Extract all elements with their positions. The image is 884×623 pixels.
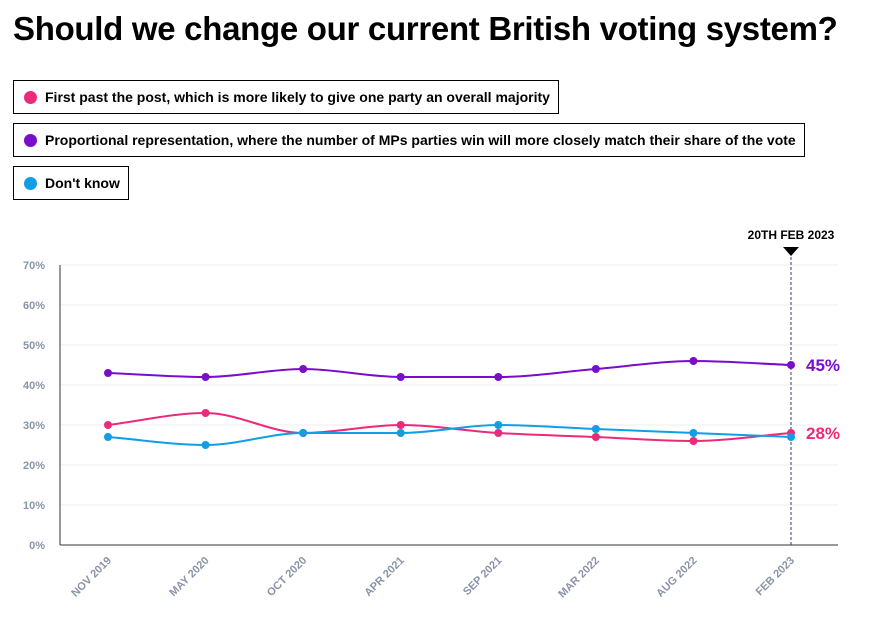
legend-label-proportional-representation: Proportional representation, where the n… — [45, 132, 796, 148]
data-point — [104, 421, 112, 429]
legend-item-first-past-the-post[interactable]: First past the post, which is more likel… — [13, 80, 559, 114]
data-point — [689, 429, 698, 437]
series-end-label: 45% — [806, 356, 840, 375]
x-tick-label: SEP 2021 — [461, 555, 504, 598]
data-point — [396, 429, 405, 437]
data-point — [201, 409, 210, 417]
data-point — [591, 425, 600, 433]
data-point — [787, 361, 795, 369]
legend-item-proportional-representation[interactable]: Proportional representation, where the n… — [13, 123, 805, 157]
x-tick-label: MAY 2020 — [167, 555, 211, 599]
x-tick-label: NOV 2019 — [69, 555, 114, 600]
data-point — [494, 429, 503, 437]
data-point — [494, 373, 503, 381]
series-line — [107, 359, 792, 379]
legend-dot-dont-know — [24, 176, 37, 190]
series-end-label: 28% — [806, 424, 840, 443]
y-tick-label: 70% — [23, 260, 45, 272]
data-point — [299, 429, 308, 437]
y-tick-label: 60% — [23, 300, 45, 312]
x-tick-label: FEB 2023 — [754, 555, 798, 599]
data-point — [201, 373, 210, 381]
series-line — [107, 423, 792, 447]
data-point — [787, 433, 795, 441]
data-point — [104, 433, 112, 441]
data-point — [689, 437, 698, 445]
chart-title: Should we change our current British vot… — [13, 10, 838, 47]
data-point — [591, 365, 600, 373]
data-point — [494, 421, 503, 429]
legend-item-dont-know[interactable]: Don't know — [13, 166, 129, 200]
data-point — [591, 433, 600, 441]
x-tick-label: APR 2021 — [362, 555, 406, 599]
legend-dot-first-past-the-post — [24, 90, 37, 104]
data-point — [396, 421, 405, 429]
data-point — [104, 369, 112, 377]
date-marker-label: 20TH FEB 2023 — [748, 228, 835, 242]
y-tick-label: 0% — [29, 540, 45, 552]
data-point — [396, 373, 405, 381]
y-tick-label: 30% — [23, 420, 45, 432]
y-tick-label: 50% — [23, 340, 45, 352]
y-tick-label: 40% — [23, 380, 45, 392]
x-tick-label: OCT 2020 — [265, 555, 309, 599]
legend-label-dont-know: Don't know — [45, 175, 120, 191]
data-point — [299, 365, 308, 373]
y-tick-label: 20% — [23, 460, 45, 472]
x-tick-label: AUG 2022 — [654, 555, 699, 600]
legend-label-first-past-the-post: First past the post, which is more likel… — [45, 89, 550, 105]
y-tick-label: 10% — [23, 500, 45, 512]
date-marker-arrow — [783, 247, 799, 256]
legend-dot-proportional-representation — [24, 133, 37, 147]
x-tick-label: MAR 2022 — [556, 555, 602, 601]
data-point — [689, 357, 698, 365]
series-line — [107, 411, 792, 443]
data-point — [201, 441, 210, 449]
